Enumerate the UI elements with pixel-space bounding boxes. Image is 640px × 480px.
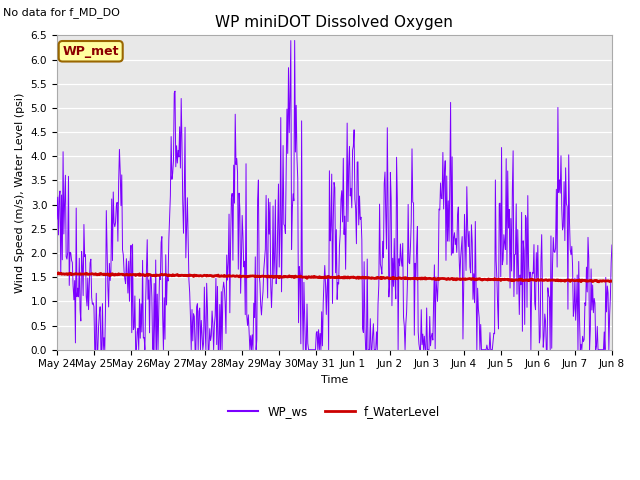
- Title: WP miniDOT Dissolved Oxygen: WP miniDOT Dissolved Oxygen: [216, 15, 453, 30]
- X-axis label: Time: Time: [321, 375, 348, 385]
- Legend: WP_ws, f_WaterLevel: WP_ws, f_WaterLevel: [223, 400, 445, 422]
- Text: No data for f_MD_DO: No data for f_MD_DO: [3, 7, 120, 18]
- Y-axis label: Wind Speed (m/s), Water Level (psi): Wind Speed (m/s), Water Level (psi): [15, 92, 25, 293]
- Text: WP_met: WP_met: [63, 45, 119, 58]
